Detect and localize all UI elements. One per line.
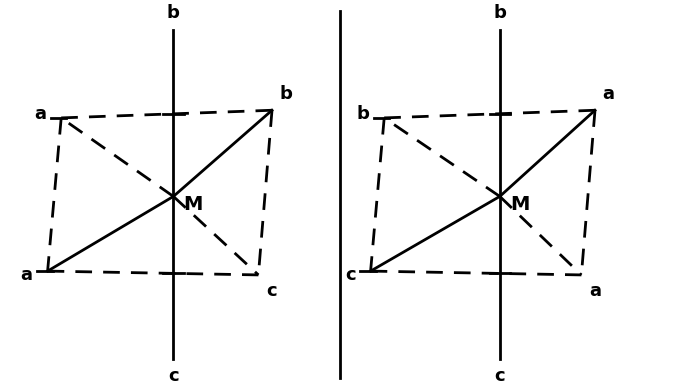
Text: c: c: [345, 266, 356, 284]
Text: b: b: [356, 105, 369, 123]
Text: a: a: [602, 85, 615, 103]
Text: c: c: [266, 282, 277, 300]
Text: a: a: [34, 105, 46, 123]
Text: M: M: [184, 194, 203, 214]
Text: b: b: [167, 4, 180, 22]
Text: b: b: [494, 4, 506, 22]
Text: M: M: [510, 194, 529, 214]
Text: b: b: [279, 85, 292, 103]
Text: c: c: [494, 367, 505, 385]
Text: a: a: [589, 282, 601, 300]
Text: c: c: [168, 367, 179, 385]
Text: a: a: [20, 266, 33, 284]
